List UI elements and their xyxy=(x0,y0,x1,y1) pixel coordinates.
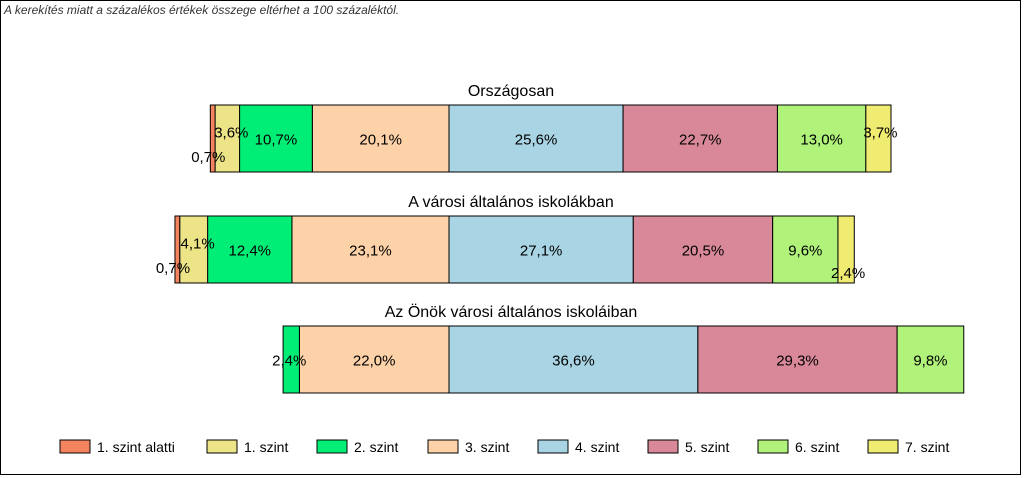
data-label: 22,7% xyxy=(679,132,722,149)
bar-segment xyxy=(282,325,300,394)
bar-segment xyxy=(291,215,450,284)
data-label: 27,1% xyxy=(520,243,563,260)
legend-label: 2. szint xyxy=(354,439,398,455)
bar-segment xyxy=(448,104,624,173)
data-label: 0,7% xyxy=(191,149,225,166)
data-label: 25,6% xyxy=(515,132,558,149)
bar-segment xyxy=(179,215,209,284)
category-title: A városi általános iskolákban xyxy=(408,194,613,211)
data-label: 2,4% xyxy=(831,265,865,282)
data-label: 22,0% xyxy=(353,353,396,370)
bar-group: Az Önök városi általános iskoláiban 22,0%… xyxy=(272,303,965,394)
data-label: 13,0% xyxy=(800,132,843,149)
bar-segment xyxy=(697,325,898,394)
data-label: 4,1% xyxy=(181,236,215,253)
data-label: 20,5% xyxy=(682,243,725,260)
data-label: 36,6% xyxy=(552,353,595,370)
legend-swatch xyxy=(206,439,238,454)
data-label: 23,1% xyxy=(349,243,392,260)
bar-segment xyxy=(632,215,774,284)
category-title: Az Önök városi általános iskoláiban xyxy=(385,303,638,321)
category-title: Országosan xyxy=(468,83,554,100)
bar-segment xyxy=(622,104,778,173)
rounding-note: A kerekítés miatt a százalékos értékek ö… xyxy=(4,3,400,17)
legend-swatch xyxy=(316,439,348,454)
legend-label: 7. szint xyxy=(905,439,949,455)
legend-swatch xyxy=(59,439,91,454)
bar-segment xyxy=(837,215,855,284)
legend-label: 1. szint xyxy=(244,439,288,455)
bar-segment xyxy=(298,325,450,394)
legend-label: 1. szint alatti xyxy=(97,439,175,455)
legend-label: 3. szint xyxy=(465,439,509,455)
bar-segment xyxy=(896,325,965,394)
bar-group: A városi általános iskolákban 23,1% 12,4% 4… xyxy=(156,194,865,284)
bar-segment xyxy=(174,215,181,284)
data-label: 0,7% xyxy=(156,260,190,277)
bar-segment xyxy=(776,104,867,173)
data-label: 29,3% xyxy=(776,353,819,370)
data-label: 12,4% xyxy=(228,243,271,260)
data-label: 9,6% xyxy=(788,243,822,260)
bar-segment xyxy=(209,104,216,173)
legend-swatch xyxy=(537,439,569,454)
legend-swatch xyxy=(647,439,679,454)
legend-swatch xyxy=(757,439,789,454)
data-label: 10,7% xyxy=(255,132,298,149)
data-label: 20,1% xyxy=(359,132,402,149)
legend-label: 4. szint xyxy=(575,439,619,455)
bar-segment xyxy=(448,325,699,394)
bar-group: Országosan 20,1% 10,7% 3,6% 0,7% 25,6% 22,7% 13… xyxy=(191,83,898,173)
bar-segment xyxy=(207,215,293,284)
legend-label: 5. szint xyxy=(685,439,729,455)
data-label: 3,6% xyxy=(214,125,248,142)
legend-label: 6. szint xyxy=(795,439,839,455)
bar-segment xyxy=(214,104,241,173)
legend-swatch xyxy=(427,439,459,454)
legend: 1. szint alatti 1. szint 2. szint 3. szint 4… xyxy=(59,439,949,455)
legend-swatch xyxy=(867,439,899,454)
bar-segment xyxy=(311,104,450,173)
data-label: 9,8% xyxy=(913,353,947,370)
data-label: 2,4% xyxy=(272,353,306,370)
bar-segment xyxy=(865,104,892,173)
data-label: 3,7% xyxy=(863,125,897,142)
